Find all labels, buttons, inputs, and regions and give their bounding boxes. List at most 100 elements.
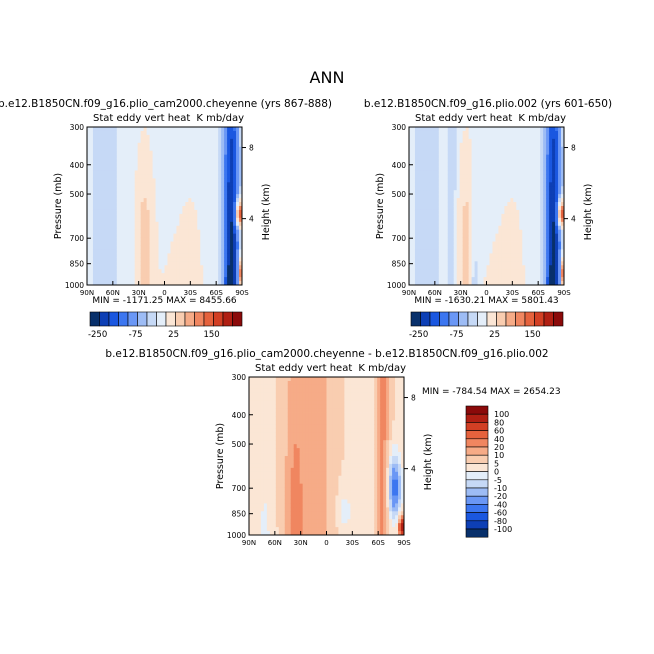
contour-cell	[155, 261, 159, 266]
contour-cell	[525, 213, 529, 219]
contour-cell	[110, 130, 115, 136]
contour-cell	[158, 281, 162, 286]
contour-cell	[453, 198, 458, 203]
contour-cell	[468, 206, 472, 211]
contour-cell	[296, 396, 301, 402]
contour-cell	[209, 249, 213, 254]
contour-cell	[414, 241, 419, 246]
contour-cell	[432, 229, 437, 235]
contour-cell	[519, 217, 523, 223]
contour-cell	[293, 467, 298, 473]
contour-cell	[98, 190, 103, 195]
contour-cell	[203, 241, 207, 246]
contour-cell	[450, 134, 455, 140]
contour-cell	[471, 194, 475, 199]
contour-cell	[254, 456, 259, 461]
contour-cell	[534, 170, 538, 175]
contour-cell	[110, 273, 115, 278]
contour-cell	[549, 225, 553, 231]
contour-cell	[549, 281, 553, 286]
contour-cell	[525, 198, 529, 203]
contour-cell	[531, 194, 535, 199]
contour-cell	[249, 396, 253, 402]
contour-cell	[251, 475, 256, 481]
contour-cell	[516, 158, 520, 163]
contour-cell	[221, 162, 225, 167]
contour-cell	[92, 241, 97, 246]
contour-cell	[119, 190, 124, 195]
contour-cell	[263, 436, 268, 441]
contour-cell	[257, 459, 262, 465]
contour-cell	[233, 142, 237, 148]
contour-cell	[260, 380, 265, 386]
contour-cell	[409, 198, 413, 203]
contour-cell	[528, 182, 532, 187]
contour-cell	[249, 452, 253, 457]
contour-cell	[450, 206, 455, 211]
contour-cell	[558, 198, 562, 203]
contour-cell	[429, 281, 434, 286]
contour-cell	[230, 237, 234, 242]
contour-cell	[128, 241, 133, 246]
contour-cell	[534, 277, 538, 282]
contour-cell	[275, 424, 280, 429]
contour-cell	[483, 221, 487, 227]
contour-cell	[266, 388, 271, 394]
contour-cell	[266, 377, 271, 382]
contour-cell	[465, 202, 470, 207]
contour-cell	[561, 166, 565, 171]
contour-cell	[101, 213, 106, 219]
contour-cell	[489, 182, 493, 187]
contour-cell	[182, 134, 186, 140]
contour-cell	[480, 253, 484, 258]
contour-cell	[426, 130, 431, 136]
contour-cell	[203, 174, 207, 179]
contour-cell	[465, 146, 470, 152]
contour-cell	[423, 198, 428, 203]
contour-cell	[92, 233, 97, 238]
contour-cell	[290, 404, 295, 409]
contour-cell	[113, 194, 118, 199]
contour-cell	[101, 158, 106, 163]
contour-cell	[468, 245, 472, 250]
contour-cell	[465, 253, 470, 258]
contour-cell	[266, 416, 271, 421]
contour-cell	[504, 127, 508, 132]
contour-cell	[447, 245, 452, 250]
contour-cell	[249, 463, 253, 469]
contour-cell	[465, 134, 470, 140]
contour-cell	[140, 241, 145, 246]
contour-cell	[236, 245, 240, 250]
contour-cell	[498, 178, 502, 183]
contour-cell	[119, 162, 124, 167]
contour-cell	[101, 281, 106, 286]
contour-cell	[543, 233, 547, 238]
contour-cell	[477, 194, 481, 199]
contour-cell	[269, 408, 274, 413]
contour-cell	[98, 150, 103, 156]
contour-cell	[89, 166, 94, 171]
contour-cell	[260, 448, 265, 453]
contour-cell	[272, 396, 277, 402]
contour-cell	[429, 134, 434, 140]
contour-cell	[194, 138, 198, 144]
contour-cell	[236, 281, 240, 286]
contour-cell	[426, 257, 431, 262]
contour-cell	[420, 170, 425, 175]
contour-cell	[474, 158, 478, 163]
contour-cell	[507, 130, 511, 136]
contour-cell	[137, 154, 142, 159]
contour-cell	[450, 146, 455, 152]
contour-cell	[552, 127, 556, 132]
contour-cell	[113, 170, 118, 175]
contour-cell	[281, 408, 286, 413]
contour-cell	[432, 158, 437, 163]
contour-cell	[296, 531, 301, 536]
contour-cell	[176, 190, 180, 195]
contour-cell	[257, 463, 262, 469]
contour-cell	[239, 198, 243, 203]
contour-cell	[176, 249, 180, 254]
contour-cell	[218, 186, 222, 191]
contour-cell	[257, 515, 262, 520]
contour-cell	[236, 166, 240, 171]
